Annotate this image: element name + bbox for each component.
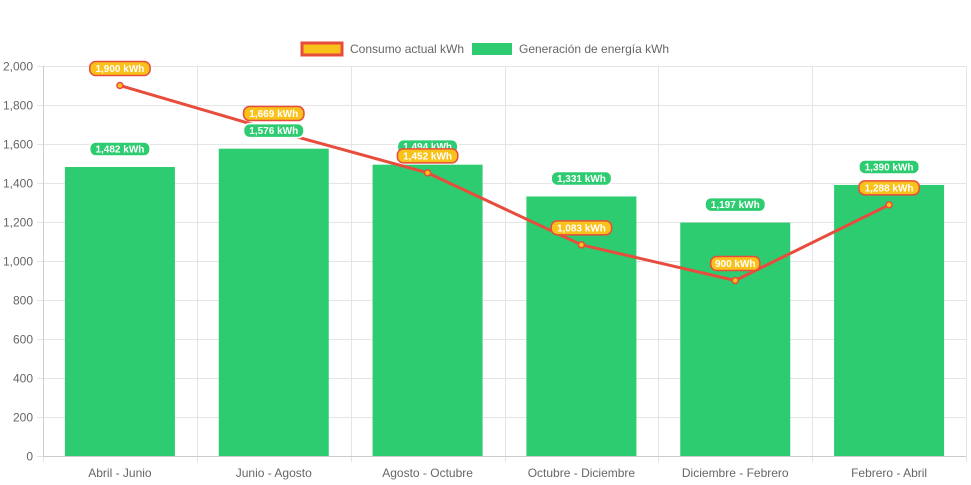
- data-label-generacion-text: 1,576 kWh: [249, 126, 298, 137]
- x-tick-label: Agosto - Octubre: [382, 466, 473, 480]
- data-label-consumo-bg: [242, 105, 305, 122]
- grid-layer: [37, 66, 967, 462]
- data-label-consumo-text: 1,900 kWh: [95, 64, 144, 75]
- data-label-consumo: 1,083 kWh: [550, 220, 613, 236]
- data-label-generacion-text: 1,482 kWh: [95, 145, 144, 156]
- y-tick-label: 1,400: [3, 177, 33, 191]
- point-consumo[interactable]: [885, 201, 893, 209]
- data-label-generacion: 1,331 kWh: [550, 170, 613, 187]
- y-tick-label: 2,000: [3, 60, 33, 74]
- y-tick-label: 1,800: [3, 99, 33, 113]
- data-label-consumo-text: 1,452 kWh: [403, 151, 452, 162]
- y-tick-label: 1,000: [3, 255, 33, 269]
- data-label-consumo: 1,288 kWh: [858, 180, 921, 196]
- bar-generacion[interactable]: [64, 167, 175, 456]
- legend[interactable]: Consumo actual kWh Generación de energía…: [300, 41, 669, 57]
- point-consumo[interactable]: [116, 81, 124, 90]
- y-tick-label: 1,200: [3, 216, 33, 230]
- data-label-consumo-bg: [709, 255, 761, 272]
- point-consumo[interactable]: [731, 276, 739, 285]
- line-consumo: [119, 84, 890, 282]
- data-label-consumo-text: 900 kWh: [715, 259, 756, 270]
- data-label-generacion-bg: [858, 159, 921, 175]
- data-label-generacion-bg: [242, 122, 305, 139]
- data-label-generacion: 1,482 kWh: [88, 141, 151, 157]
- data-label-consumo: 900 kWh: [709, 255, 761, 272]
- data-label-consumo: 1,669 kWh: [242, 105, 305, 122]
- data-label-generacion-text: 1,331 kWh: [557, 174, 606, 185]
- legend-item-consumo[interactable]: Consumo actual kWh: [300, 41, 464, 57]
- legend-swatch-consumo: [300, 41, 344, 57]
- data-label-consumo: 1,452 kWh: [396, 148, 459, 164]
- bar-layer: [64, 148, 945, 457]
- data-label-generacion-bg: [88, 141, 151, 157]
- bar-generacion[interactable]: [526, 196, 637, 456]
- data-label-consumo-bg: [858, 180, 921, 196]
- legend-item-generacion[interactable]: Generación de energía kWh: [472, 42, 669, 56]
- data-label-consumo-bg: [550, 220, 613, 236]
- legend-swatch-generacion: [472, 43, 512, 55]
- y-tick-label: 800: [13, 294, 33, 308]
- y-tick-label: 400: [13, 372, 33, 386]
- bar-generacion[interactable]: [834, 184, 945, 456]
- y-tick-label: 1,600: [3, 138, 33, 152]
- x-tick-label: Junio - Agosto: [236, 466, 312, 480]
- data-label-consumo-bg: [396, 148, 459, 164]
- data-label-generacion-text: 1,494 kWh: [403, 142, 452, 153]
- point-consumo[interactable]: [423, 169, 432, 177]
- x-tick-label: Diciembre - Febrero: [682, 466, 789, 480]
- y-tick-label: 0: [26, 450, 33, 464]
- bar-generacion[interactable]: [372, 164, 483, 457]
- data-label-generacion-text: 1,197 kWh: [711, 200, 760, 211]
- x-tick-label: Abril - Junio: [88, 466, 152, 480]
- y-tick-label: 200: [13, 411, 33, 425]
- data-label-consumo-text: 1,083 kWh: [557, 223, 606, 234]
- data-label-generacion-bg: [704, 196, 767, 213]
- bar-generacion[interactable]: [218, 148, 329, 456]
- axes-layer: 0 200 400 600 800 1,000 1,200 1,400 1,600 1,800 2,…: [3, 60, 966, 480]
- data-label-consumo-text: 1,669 kWh: [249, 109, 298, 120]
- y-tick-label: 600: [13, 333, 33, 347]
- data-label-generacion: 1,576 kWh: [242, 122, 305, 139]
- point-consumo[interactable]: [577, 241, 586, 249]
- data-label-generacion-bg: [550, 170, 613, 187]
- data-label-generacion: 1,390 kWh: [858, 159, 921, 175]
- data-label-generacion-text: 1,390 kWh: [865, 162, 914, 173]
- legend-label-consumo: Consumo actual kWh: [350, 42, 464, 56]
- x-tick-label: Octubre - Diciembre: [528, 466, 636, 480]
- legend-label-generacion: Generación de energía kWh: [519, 42, 669, 56]
- data-label-generacion: 1,197 kWh: [704, 196, 767, 213]
- data-label-consumo-text: 1,288 kWh: [865, 183, 914, 194]
- data-label-layer: 1,482 kWh 1,576 kWh 1,494 kWh 1,331 kWh 1,19…: [88, 60, 921, 272]
- data-label-consumo-bg: [88, 60, 151, 77]
- data-label-consumo: 1,900 kWh: [88, 60, 151, 77]
- x-tick-label: Febrero - Abril: [851, 466, 927, 480]
